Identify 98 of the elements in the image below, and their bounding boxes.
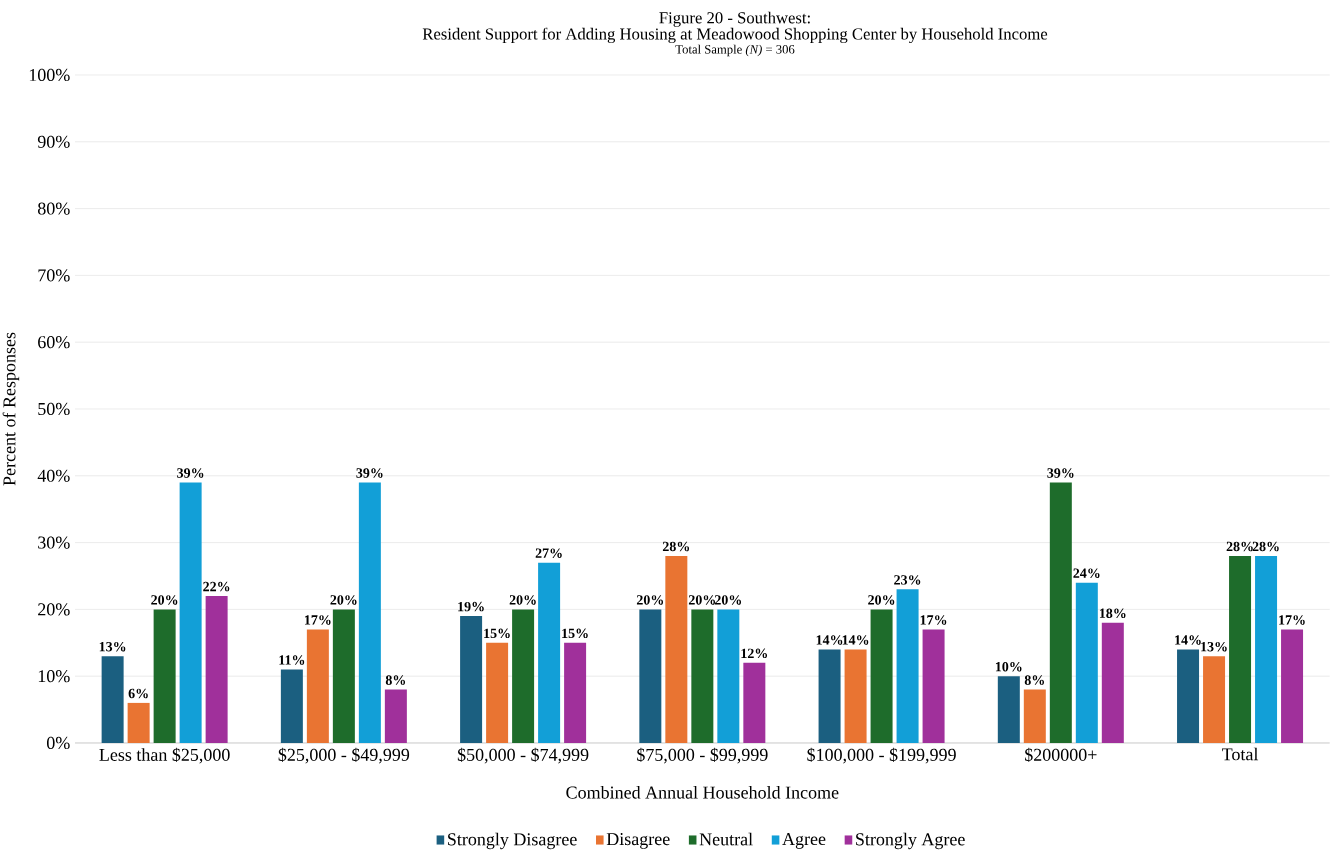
y-tick-label: 50%	[38, 402, 70, 416]
data-label: 20%	[509, 595, 536, 605]
x-tick-label: $200000+	[1025, 747, 1097, 763]
data-label: 15%	[562, 628, 588, 639]
bar	[1075, 582, 1098, 743]
data-label: 14%	[816, 635, 843, 645]
x-tick-label: $75,000 - $99,999	[637, 747, 768, 764]
x-tick-label: $50,000 - $74,999	[457, 747, 589, 764]
legend-label: Neutral	[699, 832, 753, 846]
bar	[1281, 629, 1304, 743]
x-axis-title: Combined Annual Household Income	[566, 785, 839, 799]
bar	[1203, 656, 1226, 743]
data-label: 18%	[1099, 608, 1126, 619]
data-label: 8%	[1024, 675, 1044, 685]
data-label: 15%	[484, 628, 510, 639]
y-tick-label: 80%	[37, 202, 70, 215]
data-label: 8%	[385, 675, 406, 685]
legend-label: Disagree	[606, 833, 670, 849]
bar	[844, 649, 867, 743]
bar	[460, 616, 483, 743]
y-tick-label: 10%	[38, 670, 70, 683]
x-tick-label: Less than $25,000	[99, 747, 230, 764]
bar	[717, 609, 740, 743]
data-label: 20%	[330, 595, 357, 605]
bar	[639, 609, 662, 743]
y-tick-label: 30%	[38, 536, 70, 549]
bar	[691, 609, 714, 743]
bar	[205, 596, 228, 743]
text: Total Sample (N) = 306	[675, 44, 795, 57]
bar	[384, 689, 407, 743]
bar	[1049, 482, 1072, 743]
y-tick-label: 100%	[29, 68, 70, 82]
x-tick-label: $100,000 - $199,999	[807, 747, 956, 764]
legend-label: Agree	[782, 833, 826, 849]
bar	[665, 555, 688, 743]
data-label: 6%	[128, 688, 148, 699]
x-tick-label: Total	[1222, 747, 1259, 761]
data-label: 19%	[458, 601, 484, 612]
data-label: 39%	[356, 468, 383, 478]
bar	[538, 562, 561, 743]
bar	[332, 609, 355, 743]
data-label: 28%	[1252, 541, 1279, 552]
data-label: 12%	[741, 648, 768, 659]
bar	[1177, 649, 1200, 743]
y-tick-label: 70%	[38, 269, 70, 282]
data-label: 24%	[1073, 568, 1100, 578]
bar	[280, 669, 303, 743]
bar	[306, 629, 329, 743]
x-tick-label: $25,000 - $49,999	[278, 747, 410, 764]
y-tick-label: 0%	[46, 736, 70, 750]
data-label: 20%	[714, 595, 742, 605]
y-tick-label: 20%	[38, 603, 70, 616]
bar	[358, 482, 381, 743]
bar	[922, 629, 945, 743]
data-label: 39%	[1047, 468, 1074, 478]
y-tick-label: 40%	[37, 469, 70, 482]
data-label: 10%	[995, 661, 1022, 672]
legend-label: Strongly Agree	[856, 832, 965, 850]
data-label: 20%	[868, 595, 895, 605]
data-label: 17%	[920, 615, 947, 625]
bar	[153, 609, 176, 743]
data-label: 27%	[535, 548, 562, 558]
data-label: 17%	[304, 615, 331, 625]
bar	[1229, 555, 1252, 743]
chart-subtitle: Resident Support for Adding Housing at Meadowood Shopping Center by Household Income	[422, 27, 1048, 44]
data-label: 22%	[203, 581, 230, 592]
data-label: 39%	[177, 468, 204, 478]
legend-label: Strongly Disagree	[448, 832, 577, 850]
data-label: 17%	[1279, 615, 1305, 625]
bar	[179, 482, 202, 743]
data-label: 11%	[279, 655, 305, 665]
y-tick-label: 60%	[38, 336, 70, 349]
y-tick-label: 90%	[37, 135, 70, 148]
data-label: 28%	[662, 541, 690, 552]
bar	[997, 676, 1020, 743]
bar	[818, 649, 841, 743]
data-label: 14%	[842, 635, 869, 645]
data-label: 20%	[636, 595, 664, 605]
bar	[1023, 689, 1046, 743]
bar	[512, 609, 535, 743]
chart-title: Figure 20 - Southwest:	[659, 11, 810, 27]
bar	[127, 702, 150, 743]
data-label: 23%	[894, 575, 921, 585]
data-label: 20%	[688, 595, 716, 605]
data-label: 14%	[1175, 635, 1201, 645]
bar	[743, 662, 766, 743]
data-label: 28%	[1226, 541, 1253, 552]
data-label: 20%	[151, 595, 178, 605]
bar	[101, 656, 124, 743]
data-label: 13%	[99, 641, 126, 652]
data-label: 13%	[1201, 641, 1227, 652]
y-axis-title: Percent of Responses	[2, 332, 20, 486]
bar	[1101, 622, 1124, 743]
bar	[564, 642, 587, 743]
bar	[896, 589, 919, 743]
bar	[1255, 555, 1278, 743]
bar	[486, 642, 509, 743]
bar	[870, 609, 893, 743]
